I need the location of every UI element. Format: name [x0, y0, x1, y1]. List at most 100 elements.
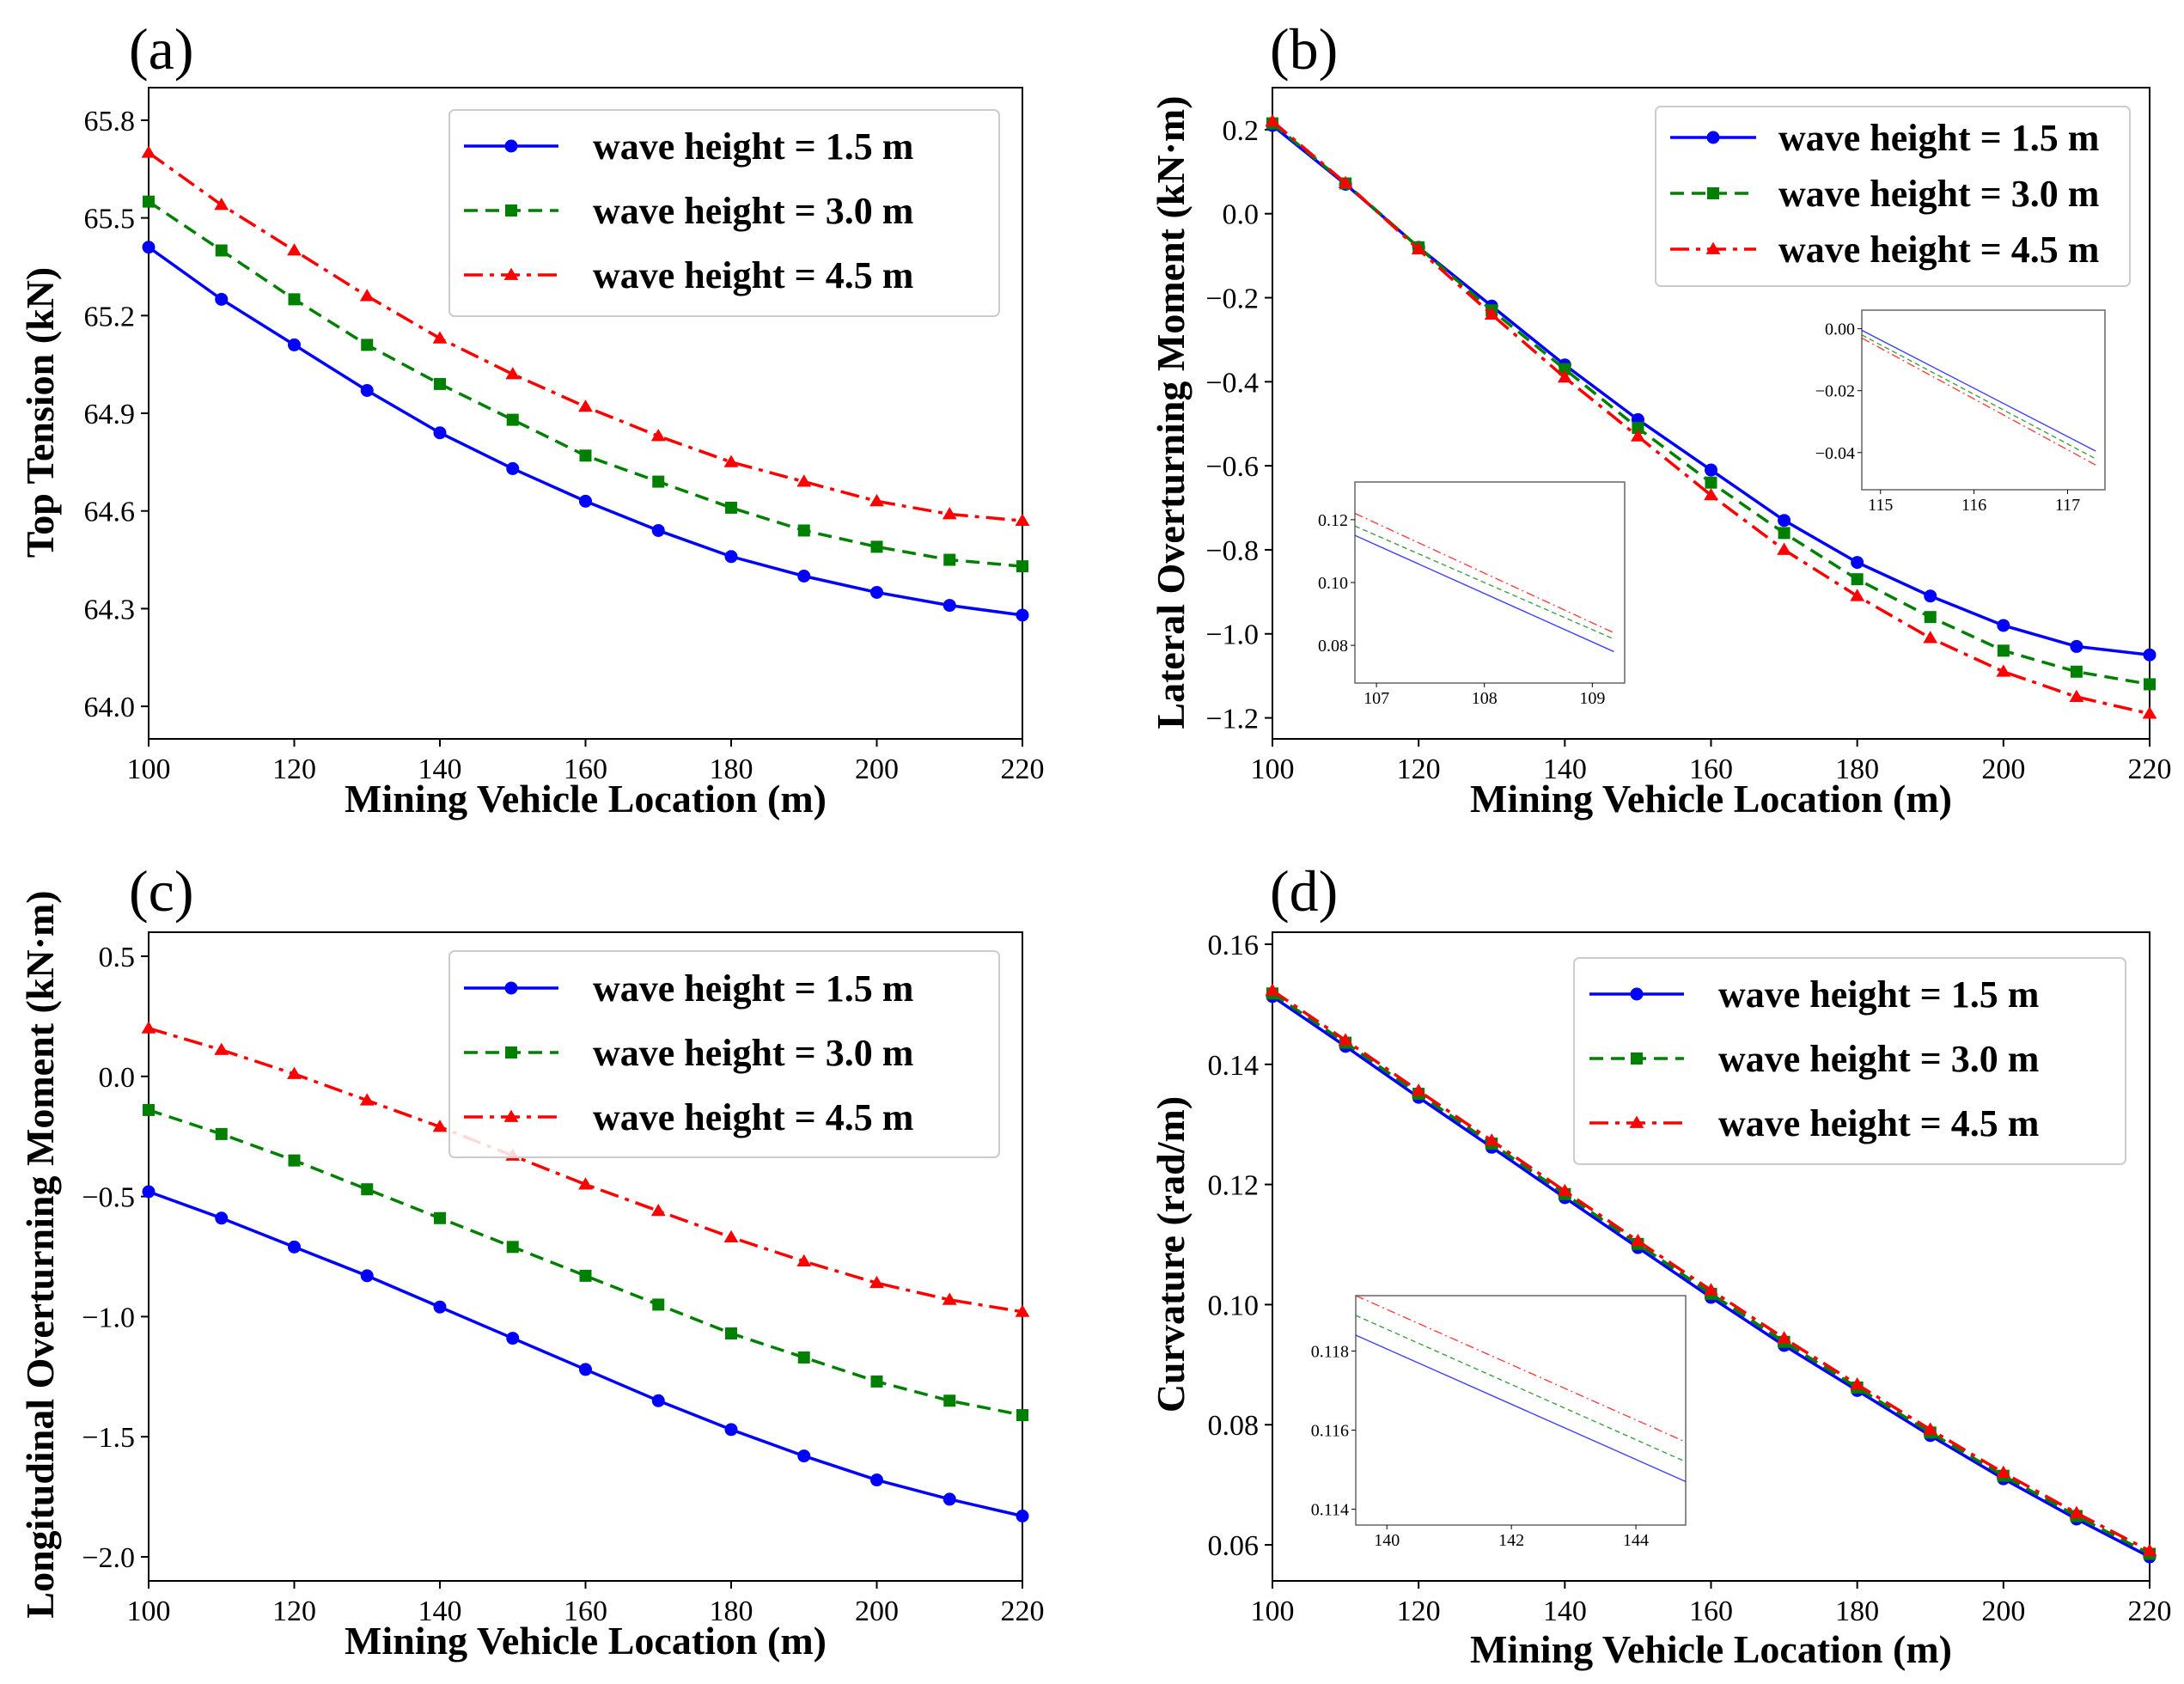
x-tick-label: 120 — [272, 754, 316, 785]
data-point — [651, 523, 665, 537]
y-tick-label: 64.9 — [84, 399, 136, 430]
legend-marker — [503, 1109, 519, 1122]
data-point — [869, 1275, 884, 1289]
data-point — [724, 550, 738, 564]
x-tick-label: 140 — [1543, 1596, 1587, 1627]
data-point — [1997, 619, 2010, 632]
data-point — [725, 1327, 737, 1339]
y-axis-label: Lateral Overturning Moment (kN·m) — [1149, 95, 1193, 729]
x-tick-label: 100 — [1251, 1596, 1295, 1627]
inset-line — [1355, 512, 1614, 634]
y-tick-label: 65.5 — [84, 204, 136, 235]
data-point — [943, 553, 956, 566]
legend-marker — [504, 981, 518, 995]
legend-marker — [1630, 987, 1644, 1001]
data-point — [288, 293, 301, 306]
y-axis-label: Curvature (rad/m) — [1149, 1096, 1193, 1412]
data-point — [1484, 307, 1499, 320]
y-tick-label: −1.0 — [1205, 619, 1259, 651]
x-tick-label: 220 — [1001, 1596, 1045, 1627]
legend-marker — [1629, 1115, 1644, 1128]
data-point — [723, 1229, 739, 1243]
inset: 107 108 109 0.08 0.10 0.12 — [1318, 481, 1626, 708]
y-tick-label: −0.5 — [82, 1182, 135, 1214]
y-tick-label: −0.2 — [1205, 284, 1259, 315]
inset-x-tick-label: 107 — [1363, 689, 1389, 708]
y-tick-label: −1.5 — [82, 1422, 135, 1454]
data-point — [943, 1394, 956, 1407]
legend-box — [1655, 106, 2131, 287]
panel-label: (b) — [1270, 16, 1338, 82]
y-tick-label: 65.8 — [84, 106, 136, 137]
data-point — [1632, 422, 1644, 435]
data-point — [2069, 689, 2084, 702]
y-tick-label: −0.6 — [1205, 451, 1259, 483]
data-point — [1265, 983, 1280, 996]
panel-d: (d) 100 120 140 160 180 200 220 0.06 0.08 0.10 0.12… — [1149, 858, 2172, 1671]
series-line — [148, 1190, 1023, 1518]
data-point — [579, 1269, 592, 1282]
data-point — [1631, 429, 1645, 442]
data-point — [797, 570, 811, 583]
y-tick-label: 0.10 — [1208, 1290, 1260, 1321]
x-tick-label: 160 — [1689, 1596, 1733, 1627]
data-point — [215, 292, 229, 306]
x-tick-label: 200 — [855, 754, 899, 785]
data-point — [1015, 513, 1030, 526]
y-tick-label: −2.0 — [82, 1542, 135, 1574]
panel-b: (b) 100 120 140 160 180 200 220 0.2 0.0 −0.2 −0.4 −0… — [1149, 16, 2172, 821]
x-tick-label: 160 — [564, 754, 607, 785]
legend-entry: wave height = 3.0 m — [1778, 173, 2099, 215]
data-point — [578, 400, 593, 412]
x-tick-label: 140 — [418, 754, 462, 785]
data-point — [505, 367, 521, 380]
y-tick-label: 0.14 — [1208, 1050, 1260, 1082]
inset-line — [1862, 337, 2096, 466]
y-tick-label: 0.5 — [99, 942, 136, 973]
y-tick-label: −0.4 — [1205, 367, 1259, 399]
legend-entry: wave height = 1.5 m — [593, 125, 913, 168]
data-point — [1777, 1331, 1791, 1344]
data-point — [1484, 1133, 1499, 1146]
legend-marker — [505, 204, 517, 217]
data-point — [725, 501, 737, 514]
data-point — [870, 1375, 883, 1388]
inset-line — [1356, 1315, 1686, 1462]
data-point — [432, 331, 448, 344]
inset-y-tick-label: −0.04 — [1815, 444, 1855, 463]
data-point — [2069, 1505, 2084, 1518]
inset: 115 116 117 0.00 −0.02 −0.04 — [1815, 309, 2106, 515]
legend-marker — [504, 139, 518, 153]
x-tick-label: 220 — [1001, 754, 1045, 785]
legend: wave height = 1.5 m wave height = 3.0 m wa… — [1655, 106, 2131, 287]
data-point — [1411, 1083, 1426, 1096]
x-tick-label: 120 — [1397, 1596, 1441, 1627]
panel-label: (c) — [129, 858, 193, 924]
data-point — [288, 338, 301, 351]
x-tick-label: 220 — [2128, 754, 2172, 785]
y-tick-label: 64.6 — [84, 497, 136, 528]
data-point — [1338, 175, 1353, 188]
data-point — [1631, 1233, 1645, 1247]
data-point — [724, 1423, 738, 1437]
inset-frame — [1354, 481, 1626, 684]
legend-entry: wave height = 1.5 m — [593, 967, 913, 1010]
data-point — [1704, 487, 1718, 501]
data-point — [796, 1254, 812, 1266]
x-tick-label: 140 — [418, 1596, 462, 1627]
data-point — [1559, 363, 1571, 375]
data-point — [870, 540, 883, 553]
legend-marker — [503, 267, 519, 280]
y-tick-label: 64.0 — [84, 692, 136, 723]
inset-x-tick-label: 116 — [1961, 496, 1986, 515]
data-point — [1851, 573, 1864, 586]
x-tick-label: 120 — [1397, 754, 1441, 785]
legend-entry: wave height = 4.5 m — [1778, 229, 2099, 271]
data-point — [1557, 1183, 1572, 1197]
data-point — [143, 1103, 155, 1116]
data-point — [215, 244, 228, 257]
data-point — [1016, 1510, 1029, 1522]
inset-x-tick-label: 117 — [2055, 496, 2080, 515]
inset-x-tick-label: 108 — [1472, 689, 1498, 708]
data-point — [287, 1066, 302, 1079]
